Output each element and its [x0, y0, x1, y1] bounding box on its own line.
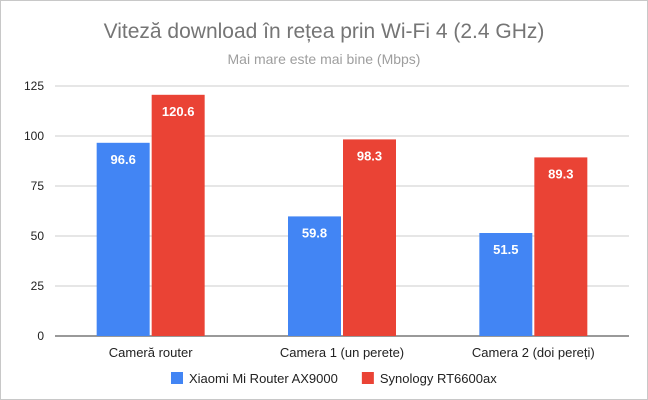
y-tick-label: 100 [24, 129, 44, 143]
category-label: Camera 2 (doi pereți) [472, 345, 595, 360]
bars: 96.6 120.6 59.8 98.3 51.5 89.3 [96, 94, 588, 336]
legend-swatch [361, 372, 374, 384]
bar [479, 233, 533, 336]
bar [96, 142, 150, 336]
legend: Xiaomi Mi Router AX9000 Synology RT6600ax [171, 371, 497, 386]
data-label: 98.3 [357, 148, 382, 163]
data-label: 59.8 [302, 225, 327, 240]
chart-title: Viteză download în rețea prin Wi-Fi 4 (2… [104, 20, 545, 43]
data-label: 51.5 [493, 242, 518, 257]
y-tick-label: 0 [37, 329, 44, 343]
bar [288, 216, 341, 336]
legend-swatch [171, 372, 183, 384]
legend-label: Synology RT6600ax [380, 371, 497, 386]
x-axis-categories: Cameră router Camera 1 (un perete) Camera … [109, 345, 595, 360]
y-tick-label: 125 [24, 79, 44, 93]
y-tick-label: 50 [31, 229, 45, 243]
bar [534, 157, 588, 336]
chart-subtitle: Mai mare este mai bine (Mbps) [228, 51, 421, 67]
category-label: Camera 1 (un perete) [280, 345, 404, 360]
y-axis-ticks: 0 25 50 75 100 125 [24, 79, 44, 343]
legend-label: Xiaomi Mi Router AX9000 [189, 371, 338, 386]
data-label: 120.6 [162, 104, 195, 119]
y-tick-label: 75 [31, 179, 45, 193]
y-tick-label: 25 [31, 279, 45, 293]
gridlines [55, 85, 629, 337]
bar [343, 139, 396, 336]
data-label: 96.6 [111, 152, 136, 167]
bar [151, 94, 205, 336]
category-label: Cameră router [109, 345, 193, 360]
data-label: 89.3 [548, 166, 573, 181]
